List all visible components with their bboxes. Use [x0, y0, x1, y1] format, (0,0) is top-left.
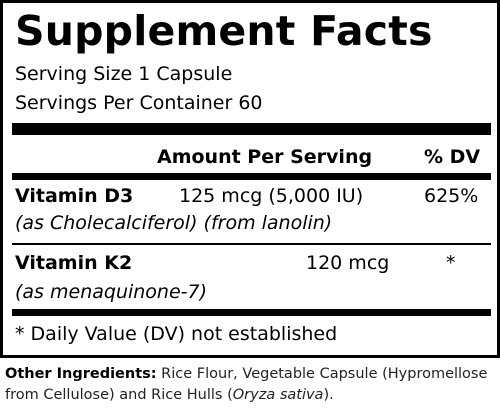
serving-size: Serving Size 1 Capsule [15, 63, 233, 85]
other-ingredients-species: Oryza sativa [232, 387, 324, 403]
nutrient-amount-vitamin-d3: 125 mcg (5,000 IU) [179, 185, 364, 207]
supplement-facts-panel: Supplement Facts Serving Size 1 Capsule … [0, 0, 500, 358]
nutrient-dv-vitamin-d3: 625% [424, 185, 479, 207]
daily-value-footnote: * Daily Value (DV) not established [15, 323, 338, 345]
nutrient-dv-vitamin-k2: * [446, 252, 456, 274]
nutrient-source-vitamin-k2: (as menaquinone-7) [15, 281, 208, 303]
nutrient-name-vitamin-d3: Vitamin D3 [15, 185, 134, 207]
servings-per-container: Servings Per Container 60 [15, 92, 263, 114]
footer-divider [12, 309, 491, 316]
nutrient-name-vitamin-k2: Vitamin K2 [15, 252, 133, 274]
row-divider [12, 243, 491, 245]
nutrient-amount-vitamin-k2: 120 mcg [306, 252, 390, 274]
other-ingredients-text: Rice Flour, Vegetable Capsule (Hypromell… [5, 366, 488, 403]
daily-value-header: % DV [424, 146, 481, 168]
nutrient-source-vitamin-d3: (as Cholecalciferol) (from lanolin) [15, 212, 333, 234]
other-ingredients-end: ). [323, 387, 334, 403]
other-ingredients: Other Ingredients: Rice Flour, Vegetable… [5, 364, 497, 406]
header-divider [12, 173, 491, 180]
thick-divider [12, 123, 491, 135]
amount-per-serving-header: Amount Per Serving [157, 146, 373, 168]
panel-title: Supplement Facts [15, 7, 433, 55]
other-ingredients-label: Other Ingredients: [5, 366, 157, 382]
